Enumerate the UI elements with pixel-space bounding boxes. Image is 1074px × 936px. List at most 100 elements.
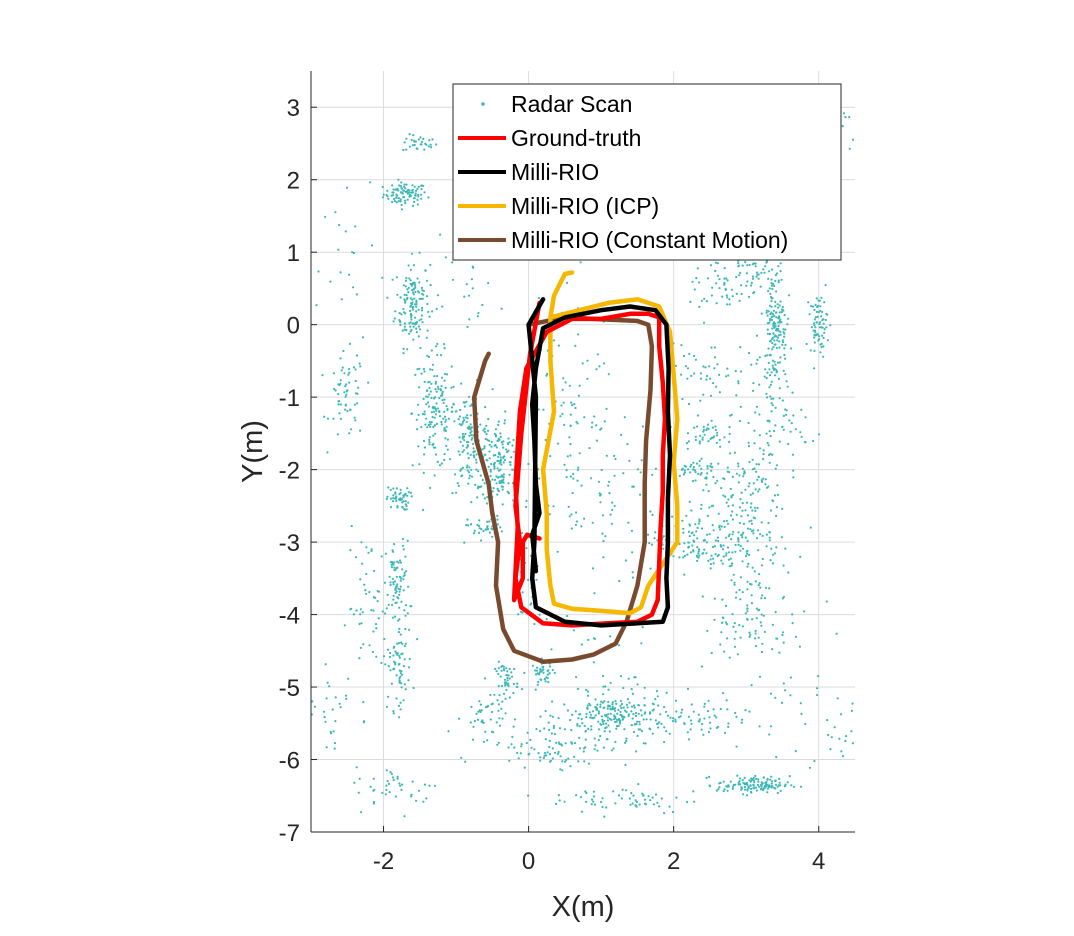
- radar-scan-point: [731, 551, 734, 554]
- radar-scan-point: [562, 377, 565, 380]
- radar-scan-point: [404, 614, 407, 617]
- radar-scan-point: [325, 697, 328, 700]
- radar-scan-point: [547, 721, 550, 724]
- radar-scan-point: [775, 346, 779, 350]
- radar-scan-point: [479, 423, 482, 426]
- radar-scan-point: [465, 440, 469, 444]
- radar-scan-point: [777, 324, 780, 328]
- radar-scan-point: [583, 760, 586, 763]
- radar-scan-point: [762, 458, 765, 461]
- radar-scan-point: [742, 522, 746, 526]
- radar-scan-point: [393, 200, 397, 203]
- radar-scan-point: [475, 468, 478, 471]
- radar-scan-point: [402, 589, 405, 592]
- radar-scan-point: [403, 195, 406, 199]
- radar-scan-point: [546, 372, 549, 376]
- radar-scan-point: [411, 308, 414, 311]
- series-line-milli-rio-constant-motion: [471, 315, 655, 664]
- radar-scan-point: [649, 711, 652, 714]
- radar-scan-point: [423, 191, 426, 194]
- radar-scan-point: [429, 423, 432, 426]
- radar-scan-point: [615, 702, 618, 706]
- radar-scan-point: [389, 561, 392, 564]
- radar-scan-point: [419, 136, 422, 139]
- radar-scan-point: [818, 322, 821, 326]
- radar-scan-point: [705, 476, 708, 479]
- radar-scan-point: [459, 469, 462, 472]
- radar-scan-point: [646, 533, 650, 536]
- radar-scan-point: [489, 718, 492, 721]
- radar-scan-point: [702, 393, 705, 396]
- radar-scan-point: [785, 413, 788, 416]
- radar-scan-point: [450, 365, 453, 368]
- radar-scan-point: [384, 552, 387, 555]
- radar-scan-point: [486, 520, 489, 523]
- radar-scan-point: [609, 635, 612, 638]
- radar-scan-point: [752, 776, 755, 780]
- radar-scan-point: [502, 461, 505, 464]
- radar-scan-point: [750, 530, 754, 533]
- radar-scan-point: [487, 417, 490, 421]
- radar-scan-point: [835, 632, 838, 635]
- radar-scan-point: [812, 305, 815, 308]
- radar-scan-point: [655, 690, 659, 693]
- radar-scan-point: [786, 781, 789, 784]
- radar-scan-point: [770, 410, 773, 413]
- radar-scan-point: [773, 343, 776, 346]
- radar-scan-point: [398, 184, 401, 187]
- radar-scan-point: [771, 348, 774, 351]
- radar-scan-point: [408, 657, 411, 661]
- radar-scan-point: [753, 467, 756, 470]
- radar-scan-point: [700, 728, 703, 731]
- radar-scan-point: [392, 712, 395, 715]
- radar-scan-point: [513, 746, 516, 749]
- radar-scan-point: [689, 465, 692, 468]
- radar-scan-point: [399, 579, 402, 582]
- radar-scan-point: [738, 588, 741, 592]
- radar-scan-point: [768, 304, 772, 307]
- radar-scan-point: [761, 642, 764, 645]
- radar-scan-point: [349, 549, 352, 552]
- radar-scan-point: [614, 699, 617, 703]
- radar-scan-point: [762, 449, 765, 452]
- radar-scan-point: [781, 343, 784, 346]
- radar-scan-point: [767, 419, 771, 422]
- radar-scan-point: [561, 412, 564, 416]
- radar-scan-point: [339, 403, 342, 406]
- radar-scan-point: [411, 188, 414, 191]
- radar-scan-point: [415, 418, 418, 421]
- radar-scan-point: [649, 718, 652, 721]
- radar-scan-point: [521, 532, 524, 535]
- radar-scan-point: [804, 416, 807, 419]
- radar-scan-point: [418, 297, 421, 300]
- radar-scan-point: [395, 196, 398, 199]
- radar-scan-point: [642, 718, 645, 721]
- radar-scan-point: [709, 558, 712, 561]
- radar-scan-point: [745, 501, 749, 504]
- radar-scan-point: [516, 682, 519, 685]
- radar-scan-point: [718, 526, 721, 529]
- radar-scan-point: [643, 798, 647, 801]
- radar-scan-point: [463, 439, 466, 442]
- radar-scan-point: [574, 344, 577, 347]
- radar-scan-point: [575, 520, 579, 523]
- radar-scan-point: [707, 440, 710, 443]
- radar-scan-point: [705, 300, 709, 303]
- radar-scan-point: [415, 799, 418, 802]
- radar-scan-point: [703, 548, 706, 551]
- radar-scan-point: [790, 347, 793, 350]
- radar-scan-point: [322, 710, 326, 713]
- radar-scan-point: [765, 533, 769, 536]
- radar-scan-point: [717, 512, 720, 515]
- radar-scan-point: [851, 138, 855, 141]
- radar-scan-point: [682, 473, 686, 476]
- radar-scan-point: [838, 737, 841, 740]
- radar-scan-point: [772, 324, 776, 327]
- radar-scan-point: [729, 557, 733, 560]
- radar-scan-point: [410, 412, 413, 415]
- radar-scan-point: [698, 305, 701, 308]
- radar-scan-point: [509, 463, 512, 466]
- radar-scan-point: [730, 579, 733, 582]
- radar-scan-point: [397, 178, 400, 181]
- radar-scan-point: [525, 741, 528, 745]
